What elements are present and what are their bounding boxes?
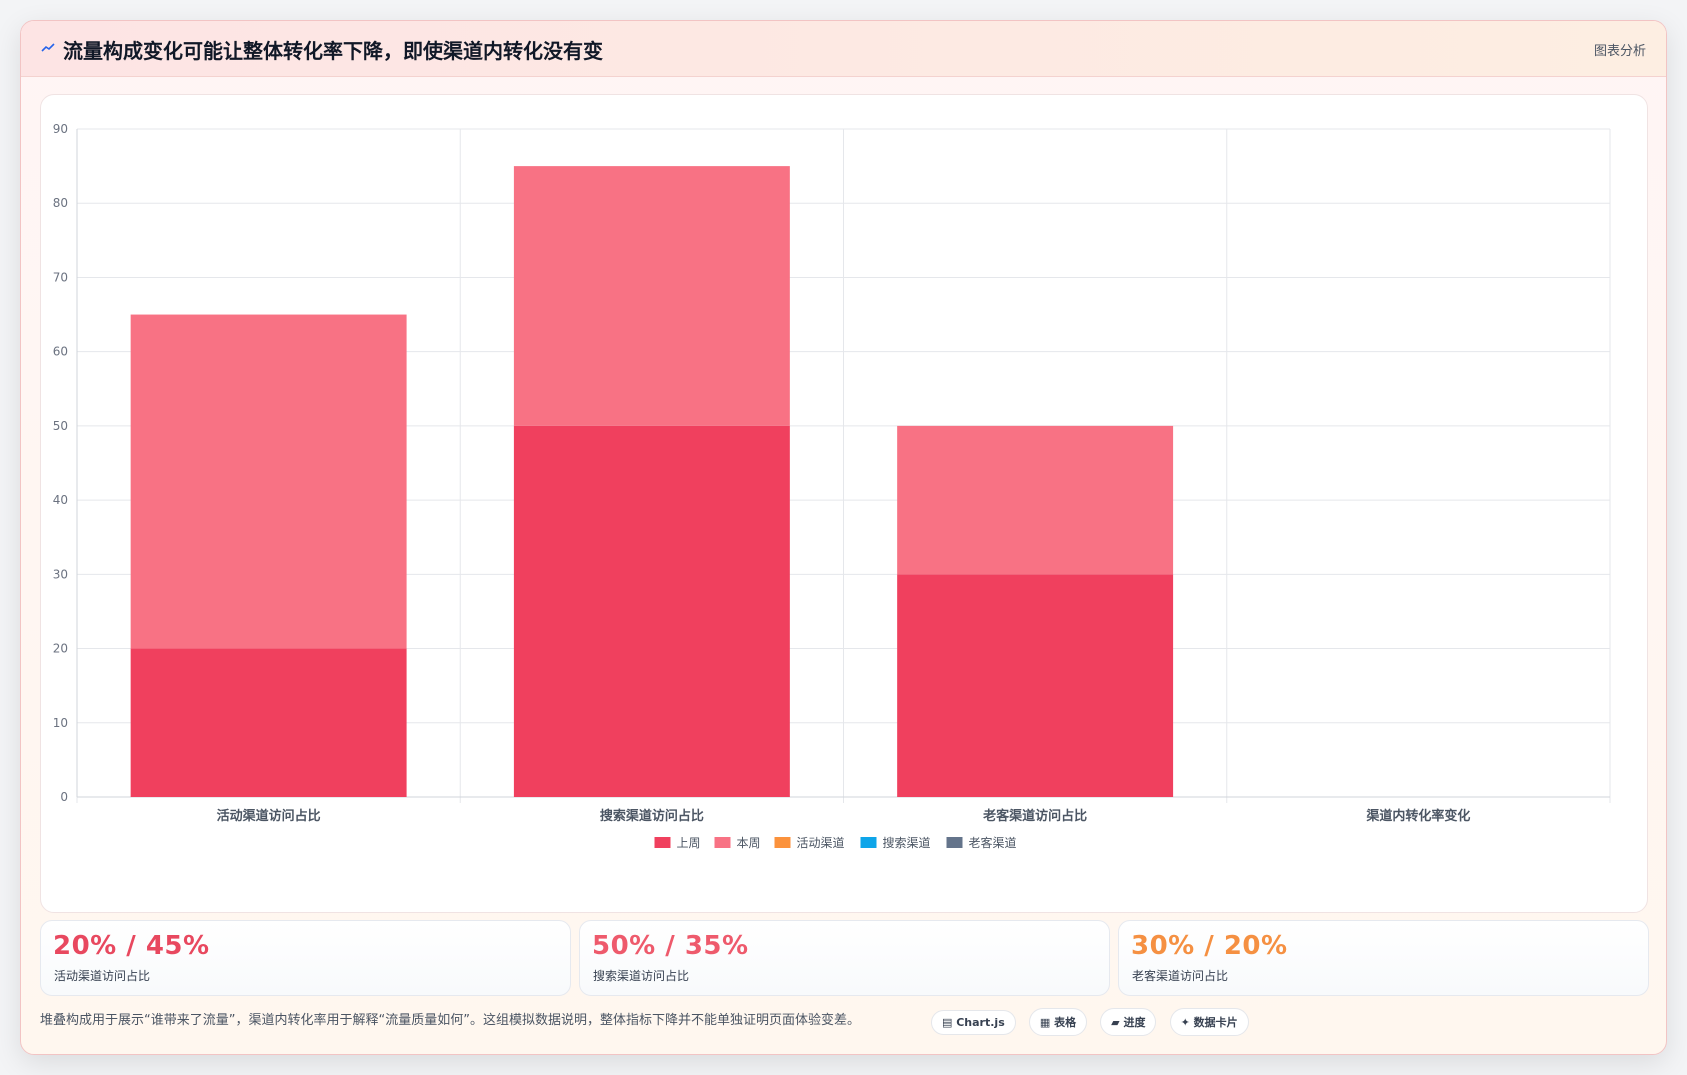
chart-icon: ▤ [942,1016,957,1029]
bar-last-week [513,425,790,797]
legend-swatch [774,837,791,848]
legend-swatch [714,837,731,848]
tag-chartjs[interactable]: ▤ Chart.js [931,1010,1016,1035]
y-tick-label: 50 [53,419,68,433]
tag-progress[interactable]: ▰ 进度 [1100,1008,1157,1036]
sparkle-icon: ✦ [1180,1016,1194,1029]
y-tick-label: 20 [53,642,68,656]
stat-value: 30% / 20% [1131,931,1288,961]
stat-label: 老客渠道访问占比 [1132,969,1229,983]
chart-card: 0 10 20 30 40 50 60 70 80 90 活动渠道访问占比 搜索渠道访问占比 老客渠道访… [40,94,1648,913]
tag-label: 进度 [1123,1016,1146,1029]
stat-card-returning: 30% / 20% 老客渠道访问占比 [1118,920,1649,996]
y-tick-label: 60 [53,345,68,359]
chart-panel: 流量构成变化可能让整体转化率下降，即使渠道内转化没有变 图表分析 0 10 20 30… [20,20,1667,1055]
legend-swatch [946,837,963,848]
stat-value: 20% / 45% [53,931,210,961]
y-tick-label: 0 [60,790,68,804]
panel-title: 流量构成变化可能让整体转化率下降，即使渠道内转化没有变 [63,39,603,63]
x-tick-label: 搜索渠道访问占比 [600,808,704,824]
tag-label: 表格 [1054,1016,1077,1029]
y-tick-label: 30 [53,567,68,581]
y-tick-label: 80 [53,196,68,210]
legend-swatch [860,837,877,848]
legend-swatch [654,837,671,848]
legend-label: 老客渠道 [969,835,1017,850]
panel-header: 流量构成变化可能让整体转化率下降，即使渠道内转化没有变 图表分析 [21,21,1666,77]
stat-card-search: 50% / 35% 搜索渠道访问占比 [579,920,1110,996]
stat-card-activity: 20% / 45% 活动渠道访问占比 [40,920,571,996]
legend-label: 搜索渠道 [883,835,931,850]
y-tick-label: 90 [53,122,68,136]
bar-last-week [130,648,407,797]
tag-data-card[interactable]: ✦ 数据卡片 [1169,1008,1249,1036]
stat-value: 50% / 35% [592,931,749,961]
y-tick-label: 40 [53,493,68,507]
stacked-bar-chart: 0 10 20 30 40 50 60 70 80 90 活动渠道访问占比 搜索渠道访问占比 老客渠道访… [53,122,1611,850]
legend-label: 活动渠道 [797,836,845,850]
bar-this-week [513,166,790,426]
table-icon: ▦ [1039,1016,1055,1029]
tag-table[interactable]: ▦ 表格 [1028,1008,1088,1036]
y-tick-label: 70 [53,270,68,284]
x-tick-label: 活动渠道访问占比 [217,808,321,824]
y-tick-label: 10 [53,716,68,730]
tag-label: Chart.js [956,1016,1005,1029]
tag-list: ▤ Chart.js ▦ 表格 ▰ 进度 ✦ 数据卡片 [931,1008,1257,1036]
bar-this-week [130,314,407,649]
x-tick-label: 老客渠道访问占比 [982,808,1087,824]
bar-last-week [897,574,1174,797]
footer-note: 堆叠构成用于展示“谁带来了流量”，渠道内转化率用于解释“流量质量如何”。这组模拟… [40,1013,860,1028]
legend-label: 本周 [737,836,761,850]
stat-label: 活动渠道访问占比 [54,969,151,983]
tag-label: 数据卡片 [1193,1016,1238,1029]
progress-icon: ▰ [1111,1016,1124,1029]
chart-analysis-tag: 图表分析 [1593,44,1646,59]
stat-label: 搜索渠道访问占比 [593,969,690,983]
bar-this-week [897,425,1174,575]
trend-line-icon [41,43,55,52]
x-tick-label: 渠道内转化率变化 [1365,808,1470,824]
legend-label: 上周 [677,836,701,850]
